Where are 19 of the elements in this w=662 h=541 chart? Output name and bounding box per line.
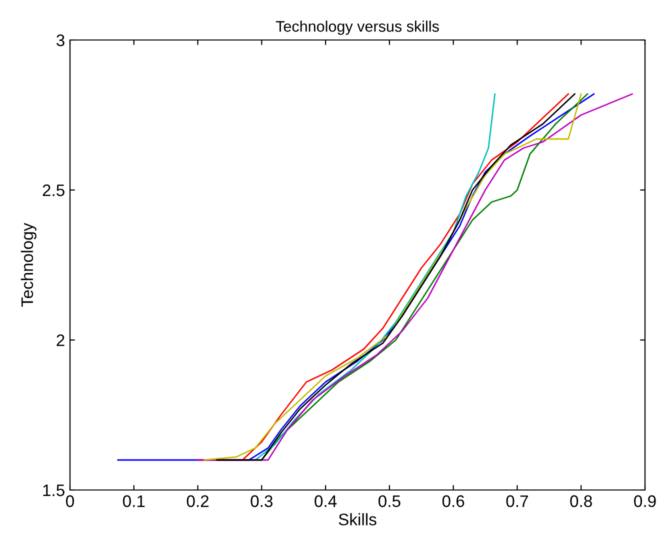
x-tick-label: 0.2 — [186, 495, 209, 508]
y-tick-label: 2 — [56, 334, 64, 346]
x-tick-label: 0.6 — [442, 495, 464, 508]
x-tick-label: 0.3 — [250, 495, 273, 508]
x-tick-label: 0.8 — [570, 495, 592, 508]
y-axis-title: Technology — [20, 222, 36, 307]
x-tick-label: 0.9 — [634, 495, 656, 508]
y-tick-label: 1.5 — [43, 484, 64, 496]
x-tick-label: 0.1 — [122, 495, 145, 508]
x-tick-label: 0.4 — [314, 495, 337, 508]
line-series — [260, 93, 588, 461]
y-tick-label: 3 — [56, 34, 64, 46]
chart-title: Technology versus skills — [276, 20, 439, 35]
x-tick-label: 0.5 — [378, 495, 400, 508]
x-tick-label: 0 — [66, 495, 74, 508]
x-tick-label: 0.7 — [506, 495, 528, 508]
line-series — [254, 93, 496, 461]
y-tick-label: 2.5 — [42, 184, 64, 196]
x-axis-title: Skills — [338, 513, 376, 526]
